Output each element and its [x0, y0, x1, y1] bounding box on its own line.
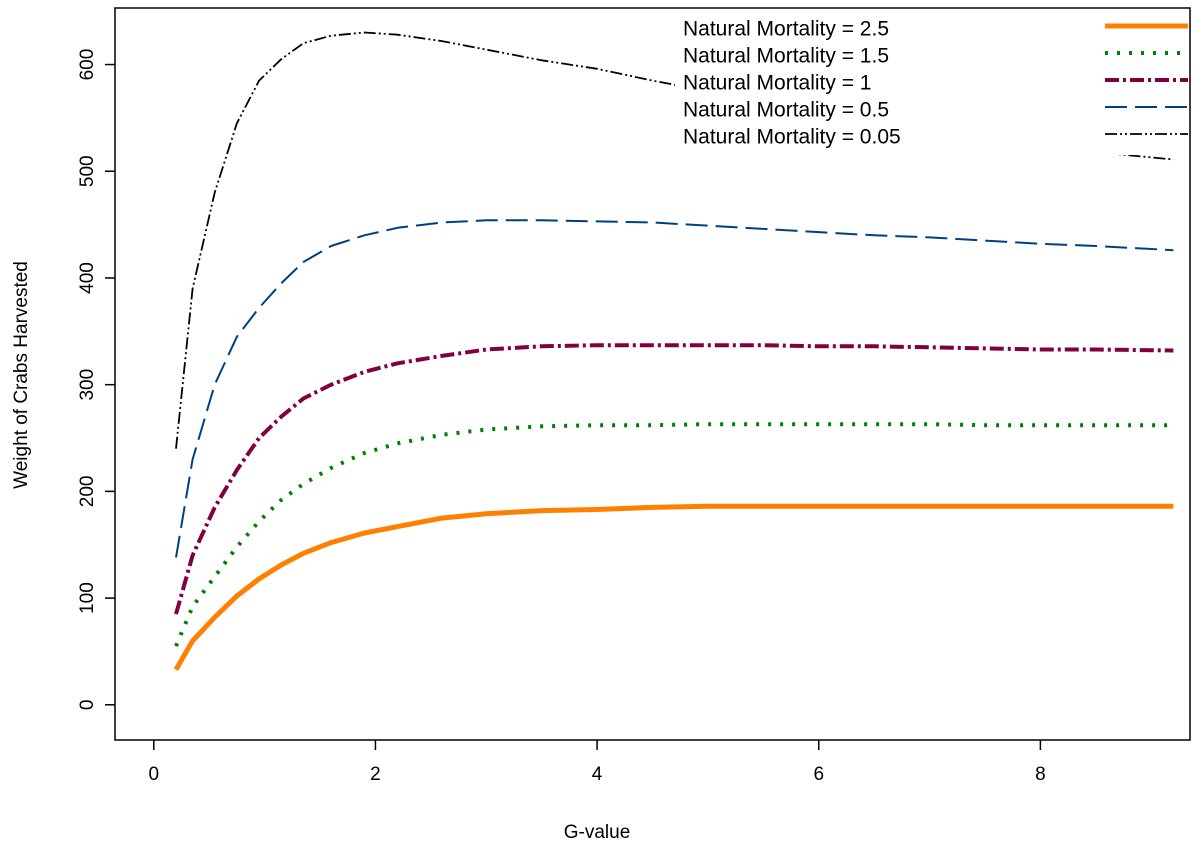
y-tick-label: 500: [77, 155, 98, 187]
y-axis-label: Weight of Crabs Harvested: [11, 261, 32, 489]
legend-label: Natural Mortality = 0.05: [683, 126, 901, 149]
x-tick-label: 6: [813, 764, 824, 785]
x-tick-label: 0: [148, 764, 159, 785]
legend: Natural Mortality = 2.5 Natural Mortality…: [675, 12, 1189, 155]
x-axis-label: G-value: [564, 822, 631, 843]
plot-frame: [114, 7, 1191, 741]
data-line: [173, 503, 1174, 671]
y-tick-label: 400: [77, 262, 98, 294]
y-tick-label: 300: [77, 369, 98, 401]
legend-label: Natural Mortality = 1: [683, 72, 872, 95]
legend-label: Natural Mortality = 1.5: [683, 45, 889, 68]
data-line: [174, 422, 1174, 647]
y-tick-label: 200: [77, 476, 98, 508]
y-tick-label: 100: [77, 582, 98, 614]
y-tick-label: 0: [77, 699, 98, 710]
legend-label: Natural Mortality = 2.5: [683, 18, 889, 41]
x-tick-label: 2: [370, 764, 381, 785]
x-tick-label: 4: [592, 764, 603, 785]
data-line: [175, 219, 1174, 558]
x-tick-label: 8: [1035, 764, 1046, 785]
legend-label: Natural Mortality = 0.5: [683, 99, 889, 122]
y-tick-label: 600: [77, 49, 98, 81]
legend-background: [675, 12, 1189, 155]
